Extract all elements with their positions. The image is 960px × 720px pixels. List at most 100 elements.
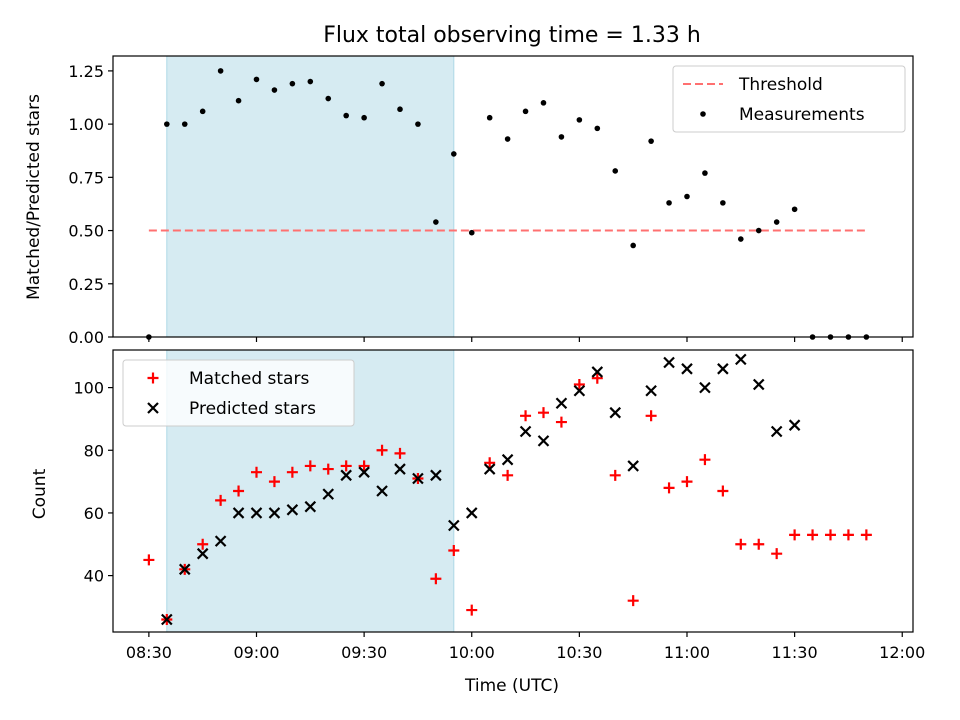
measurement-point (164, 121, 170, 127)
matched-star-point (233, 485, 245, 497)
x-tick-label: 09:00 (233, 643, 279, 662)
predicted-star-point (340, 469, 352, 482)
x-tick-label: 08:30 (126, 643, 172, 662)
bottom-y-axis-label: Count (30, 468, 50, 519)
matched-star-point (376, 444, 388, 456)
predicted-star-point (376, 485, 388, 497)
measurement-point (648, 138, 654, 144)
predicted-star-point (465, 507, 478, 519)
measurement-point (343, 112, 349, 119)
legend-matched-swatch (147, 372, 159, 384)
measurement-point (486, 114, 493, 121)
predicted-star-point (358, 466, 370, 478)
measurement-point (433, 219, 439, 225)
y-tick-label: 60 (84, 504, 104, 523)
legend-box (122, 359, 355, 427)
matched-star-point (466, 604, 478, 616)
predicted-star-point (752, 378, 765, 391)
matched-star-point (699, 454, 711, 466)
matched-star-point (286, 466, 298, 478)
predicted-star-point (304, 500, 317, 513)
predicted-star-point (770, 425, 783, 438)
predicted-star-point (501, 453, 514, 466)
matched-star-point (304, 460, 316, 472)
matched-star-point (520, 410, 532, 422)
panel-ratio: 0.00 0.25 0.50 0.75 1.00 1.25 Threshold Measure… (68, 55, 914, 347)
predicted-star-point (591, 366, 604, 378)
matched-star-point (645, 410, 657, 422)
predicted-star-point (448, 519, 460, 532)
legend-measurement-swatch (700, 111, 706, 117)
matched-star-point (537, 407, 549, 419)
measurement-point (755, 227, 762, 234)
matched-star-point (753, 538, 765, 550)
matched-star-point (717, 485, 729, 497)
x-axis-label: Time (UTC) (464, 676, 559, 696)
x-tick-label: 11:30 (772, 643, 818, 662)
matched-star-point (789, 529, 801, 541)
x-tick-label: 09:30 (341, 643, 387, 662)
measurement-point (235, 97, 242, 104)
measurement-point (289, 80, 296, 87)
predicted-star-point (322, 488, 335, 500)
measurement-point (773, 219, 780, 225)
predicted-star-point (394, 463, 406, 475)
predicted-star-point (430, 469, 442, 482)
predicted-star-point (699, 381, 711, 394)
predicted-star-point (519, 425, 532, 438)
matched-star-point (502, 469, 514, 481)
matched-star-point (484, 457, 496, 469)
predicted-star-point (681, 363, 693, 375)
matched-star-point (771, 548, 783, 560)
legend-label: Measurements (739, 105, 865, 125)
x-tick-label: 10:30 (556, 643, 602, 662)
predicted-star-point (735, 353, 747, 366)
measurement-point (630, 242, 636, 249)
predicted-star-point (250, 507, 263, 519)
measurement-point (379, 80, 385, 87)
matched-star-point (555, 416, 567, 428)
predicted-star-point (196, 547, 209, 560)
measurement-point (307, 78, 314, 85)
y-tick-label: 0.25 (68, 275, 104, 294)
measurement-point (720, 200, 726, 206)
matched-star-point (394, 447, 406, 459)
legend-predicted-swatch (147, 402, 159, 414)
predicted-star-point (645, 384, 657, 397)
matched-star-point (340, 460, 352, 472)
measurement-point (558, 134, 565, 140)
y-tick-label: 0.50 (68, 222, 104, 241)
measurement-point (451, 151, 457, 157)
measurement-point (702, 170, 708, 176)
measurement-point (271, 87, 278, 93)
measurement-point (738, 236, 744, 242)
matched-star-point (609, 469, 621, 481)
plot-layer: 0.00 0.25 0.50 0.75 1.00 1.25 Threshold Measure… (68, 55, 925, 662)
predicted-star-point (627, 460, 639, 472)
measurement-point (666, 200, 672, 206)
measurement-point (415, 121, 421, 127)
plot-frame (112, 349, 914, 633)
measurement-point (576, 117, 583, 123)
legend-label: Matched stars (189, 369, 309, 389)
matched-star-point (591, 372, 603, 384)
y-tick-label: 40 (84, 567, 104, 586)
plot-frame (112, 55, 914, 338)
y-tick-label: 80 (84, 441, 104, 460)
chart-title: Flux total observing time = 1.33 h (323, 23, 701, 48)
matched-star-point (215, 494, 227, 506)
measurement-point (217, 68, 224, 74)
predicted-star-point (214, 535, 227, 547)
predicted-star-point (178, 563, 191, 576)
measurement-point (253, 76, 260, 83)
measurement-point (522, 108, 529, 115)
y-tick-label: 1.25 (68, 62, 104, 81)
x-tick-label: 12:00 (879, 643, 925, 662)
top-y-axis-label: Matched/Predicted stars (24, 94, 44, 300)
x-tick-label: 10:00 (449, 643, 495, 662)
matched-star-point (627, 595, 639, 607)
y-tick-label: 1.00 (68, 115, 104, 134)
matched-star-point (430, 573, 442, 585)
predicted-star-point (555, 397, 568, 410)
